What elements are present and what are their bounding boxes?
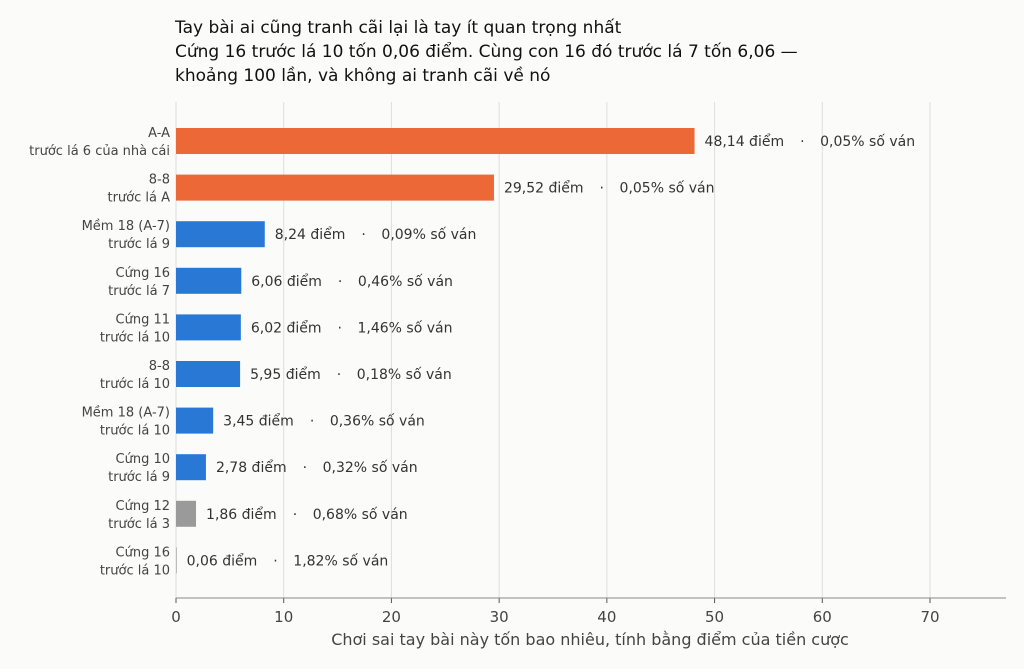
share-label: 1,82% số ván xyxy=(293,552,388,569)
share-label: 0,46% số ván xyxy=(358,273,453,290)
bar-1 xyxy=(176,128,695,154)
value-label: 29,52 điểm xyxy=(504,180,584,197)
value-label: 1,86 điểm xyxy=(206,506,277,523)
category-label-line1: Mềm 18 (A-7) xyxy=(82,406,170,421)
x-axis: 0 10 20 30 40 50 60 70 xyxy=(171,597,1006,626)
label-separator: · xyxy=(310,414,314,430)
category-label-line1: Cứng 16 xyxy=(116,266,170,281)
category-label-line1: Cứng 16 xyxy=(116,545,170,560)
label-separator: · xyxy=(338,320,342,336)
category-label-line2: trước lá 3 xyxy=(108,517,170,532)
bar-10 xyxy=(176,547,177,574)
label-separator: · xyxy=(293,507,297,523)
value-label: 6,06 điểm xyxy=(251,273,322,290)
category-label-line1: Cứng 12 xyxy=(116,499,170,514)
bars: A-A trước lá 6 của nhà cái 48,14 điểm · 0,05… xyxy=(29,126,915,578)
value-label: 2,78 điểm xyxy=(216,459,287,476)
bar-8 xyxy=(176,454,206,481)
bar-5 xyxy=(176,314,241,341)
category-label-line2: trước lá 6 của nhà cái xyxy=(29,144,170,159)
bar-2 xyxy=(176,174,494,201)
value-label: 6,02 điểm xyxy=(251,319,322,336)
value-label: 48,14 điểm xyxy=(705,133,785,150)
bar-4 xyxy=(176,267,242,294)
category-label-line2: trước lá 9 xyxy=(108,237,170,252)
category-label-line2: trước lá 10 xyxy=(100,563,170,578)
x-tick-label: 0 xyxy=(171,608,181,626)
bar-3 xyxy=(176,221,265,248)
share-label: 0,36% số ván xyxy=(330,413,425,430)
category-label-line1: Cứng 11 xyxy=(116,312,170,327)
label-separator: · xyxy=(337,367,341,383)
label-separator: · xyxy=(600,181,604,197)
label-separator: · xyxy=(361,227,365,243)
x-tick-label: 10 xyxy=(274,608,293,626)
category-label-line2: trước lá 10 xyxy=(100,330,170,345)
category-label-line2: trước lá 7 xyxy=(108,284,170,299)
category-label-line1: 8-8 xyxy=(149,173,170,188)
value-label: 8,24 điểm xyxy=(275,226,346,243)
value-label: 3,45 điểm xyxy=(223,413,294,430)
x-tick-label: 70 xyxy=(920,608,939,626)
x-tick-label: 50 xyxy=(705,608,724,626)
category-label-line1: Mềm 18 (A-7) xyxy=(82,219,170,234)
bar-7 xyxy=(176,407,214,434)
label-separator: · xyxy=(273,553,277,569)
category-label-line2: trước lá A xyxy=(107,191,170,206)
chart-subtitle-line-2: khoảng 100 lần, và không ai tranh cãi về… xyxy=(175,66,551,86)
value-label: 5,95 điểm xyxy=(250,366,321,383)
category-label-line2: trước lá 9 xyxy=(108,470,170,485)
category-label-line2: trước lá 10 xyxy=(100,424,170,439)
bar-9 xyxy=(176,500,197,527)
category-label-line1: A-A xyxy=(148,126,170,141)
x-tick-label: 20 xyxy=(382,608,401,626)
share-label: 0,09% số ván xyxy=(381,226,476,243)
x-tick-label: 60 xyxy=(813,608,832,626)
label-separator: · xyxy=(338,274,342,290)
bar-6 xyxy=(176,361,241,387)
share-label: 0,18% số ván xyxy=(357,366,452,383)
chart-title-block: Tay bài ai cũng tranh cãi lại là tay ít … xyxy=(175,16,1015,88)
share-label: 0,05% số ván xyxy=(620,180,715,197)
share-label: 1,46% số ván xyxy=(358,319,453,336)
category-label-line1: Cứng 10 xyxy=(116,452,170,467)
share-label: 0,68% số ván xyxy=(313,506,408,523)
category-label-line2: trước lá 10 xyxy=(100,377,170,392)
share-label: 0,05% số ván xyxy=(820,133,915,150)
share-label: 0,32% số ván xyxy=(323,459,418,476)
x-tick-label: 30 xyxy=(490,608,509,626)
label-separator: · xyxy=(303,460,307,476)
label-separator: · xyxy=(800,134,804,150)
category-label-line1: 8-8 xyxy=(149,359,170,374)
x-axis-title: Chơi sai tay bài này tốn bao nhiêu, tính… xyxy=(331,630,849,649)
chart-subtitle-line-1: Cứng 16 trước lá 10 tốn 0,06 điểm. Cùng … xyxy=(175,42,798,62)
value-label: 0,06 điểm xyxy=(187,552,258,569)
chart-title: Tay bài ai cũng tranh cãi lại là tay ít … xyxy=(175,18,622,38)
x-tick-label: 40 xyxy=(597,608,616,626)
